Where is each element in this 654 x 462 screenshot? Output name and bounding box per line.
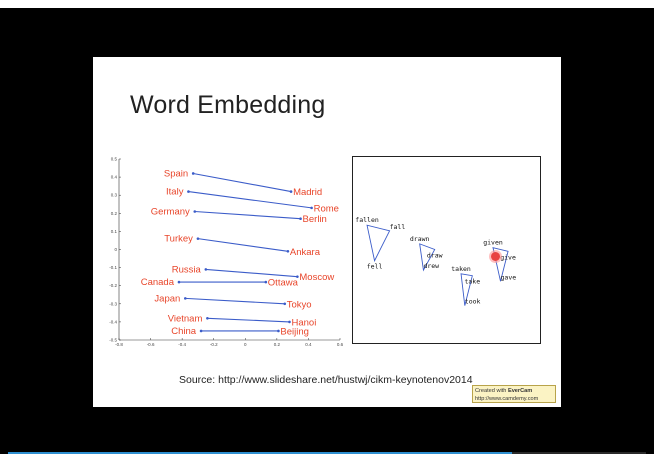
video-progress-fill bbox=[8, 452, 513, 454]
tense-triangle bbox=[419, 243, 436, 272]
bottom-edge bbox=[0, 454, 654, 462]
country-label: Turkey bbox=[164, 234, 193, 245]
chart-frame bbox=[352, 156, 541, 344]
capital-label: Hanoi bbox=[291, 317, 316, 328]
y-tick-label: 0.5 bbox=[111, 157, 118, 162]
capital-label: Beijing bbox=[280, 326, 309, 337]
x-tick-label: -0.4 bbox=[178, 342, 186, 347]
capital-point bbox=[264, 280, 268, 284]
verb-label: fallen bbox=[355, 216, 379, 224]
y-tick-label: -0.3 bbox=[109, 301, 117, 306]
x-tick-label: 0.2 bbox=[274, 342, 281, 347]
capital-label: Moscow bbox=[299, 272, 334, 283]
tense-triangle bbox=[366, 224, 391, 263]
country-label: Italy bbox=[166, 187, 184, 198]
country-point bbox=[204, 268, 208, 271]
capital-label: Ottawa bbox=[268, 278, 299, 289]
pointer-cursor bbox=[491, 252, 500, 261]
verb-label: fall bbox=[390, 223, 406, 231]
capital-point bbox=[283, 302, 287, 306]
tense-triangle bbox=[460, 273, 473, 306]
y-tick-label: 0.2 bbox=[111, 211, 118, 216]
country-label: Russia bbox=[172, 264, 202, 275]
country-point bbox=[199, 329, 203, 333]
country-point bbox=[196, 237, 200, 240]
presentation-slide: Word Embedding 0.5 0.4 0.3 0.2 0.1 0 -0.1 -0.2 -… bbox=[93, 57, 561, 407]
country-capital-line bbox=[205, 268, 298, 278]
watermark-brand: EverCam bbox=[507, 388, 533, 394]
verb-label: draw bbox=[427, 252, 443, 260]
country-point bbox=[184, 297, 187, 300]
country-point bbox=[187, 190, 190, 193]
country-capital-line bbox=[194, 210, 301, 220]
x-tick-label: -0.2 bbox=[210, 342, 218, 347]
verb-label: took bbox=[465, 298, 481, 306]
capital-point bbox=[299, 217, 302, 221]
verb-label: drawn bbox=[410, 235, 430, 243]
capital-label: Berlin bbox=[303, 214, 327, 225]
capital-label: Rome bbox=[314, 203, 339, 214]
verb-label: gave bbox=[501, 273, 517, 281]
country-label: Canada bbox=[141, 277, 175, 288]
country-capital-line bbox=[185, 297, 285, 305]
country-capital-line bbox=[193, 172, 292, 193]
country-point bbox=[193, 210, 197, 213]
evercam-watermark: Created with EverCam http://www.camdemy.… bbox=[472, 385, 556, 403]
country-label: Spain bbox=[164, 168, 188, 179]
y-tick-label: -0.5 bbox=[109, 338, 117, 343]
video-progress-bar[interactable] bbox=[8, 452, 646, 454]
y-tick-label: -0.2 bbox=[109, 283, 117, 288]
watermark-prefix: Created with bbox=[475, 388, 508, 394]
x-tick-label: -0.8 bbox=[115, 342, 123, 347]
capital-point bbox=[310, 206, 313, 210]
tense-triangle bbox=[492, 247, 509, 282]
watermark-url: http://www.camdemy.com bbox=[475, 396, 539, 402]
x-tick-label: 0.6 bbox=[337, 342, 343, 347]
verb-label: fell bbox=[367, 263, 383, 271]
verb-tense-chart: fallen fell fall drawn draw drew taken take took… bbox=[352, 156, 541, 344]
x-tick-label: -0.6 bbox=[147, 342, 155, 347]
verb-label: take bbox=[464, 278, 480, 286]
verb-label: drew bbox=[423, 262, 439, 270]
y-tick-label: 0.1 bbox=[111, 229, 118, 234]
x-tick-label: 0 bbox=[244, 342, 247, 347]
capital-point bbox=[289, 190, 293, 193]
slide-title: Word Embedding bbox=[130, 91, 326, 119]
y-tick-label: 0.4 bbox=[111, 175, 118, 180]
country-label: Germany bbox=[151, 206, 190, 217]
country-capital-line bbox=[188, 191, 312, 209]
source-caption: Source: http://www.slideshare.net/hustwj… bbox=[179, 374, 473, 386]
country-label: Japan bbox=[154, 293, 180, 304]
country-point bbox=[191, 172, 195, 175]
country-capital-line bbox=[207, 317, 290, 323]
country-point bbox=[206, 316, 209, 320]
y-tick-label: -0.1 bbox=[109, 265, 117, 270]
capital-point bbox=[296, 275, 299, 278]
verb-label: taken bbox=[451, 265, 471, 273]
top-edge bbox=[0, 0, 654, 8]
verb-label: give bbox=[500, 253, 516, 261]
capital-point bbox=[286, 250, 290, 253]
verb-label: given bbox=[483, 239, 503, 247]
country-label: Vietnam bbox=[168, 313, 203, 324]
capital-point bbox=[277, 329, 280, 333]
country-capital-chart: 0.5 0.4 0.3 0.2 0.1 0 -0.1 -0.2 -0.3 -0.4 -0.5-0.8… bbox=[109, 157, 343, 348]
y-tick-label: 0 bbox=[114, 247, 117, 252]
country-capital-line bbox=[197, 238, 288, 252]
capital-label: Tokyo bbox=[287, 299, 312, 310]
country-point bbox=[177, 280, 181, 284]
capital-point bbox=[288, 320, 291, 324]
y-tick-label: -0.4 bbox=[109, 319, 117, 324]
capital-label: Ankara bbox=[290, 247, 321, 258]
y-tick-label: 0.3 bbox=[111, 193, 118, 198]
capital-label: Madrid bbox=[293, 187, 322, 198]
country-label: China bbox=[171, 326, 197, 337]
x-tick-label: 0.4 bbox=[305, 342, 312, 347]
